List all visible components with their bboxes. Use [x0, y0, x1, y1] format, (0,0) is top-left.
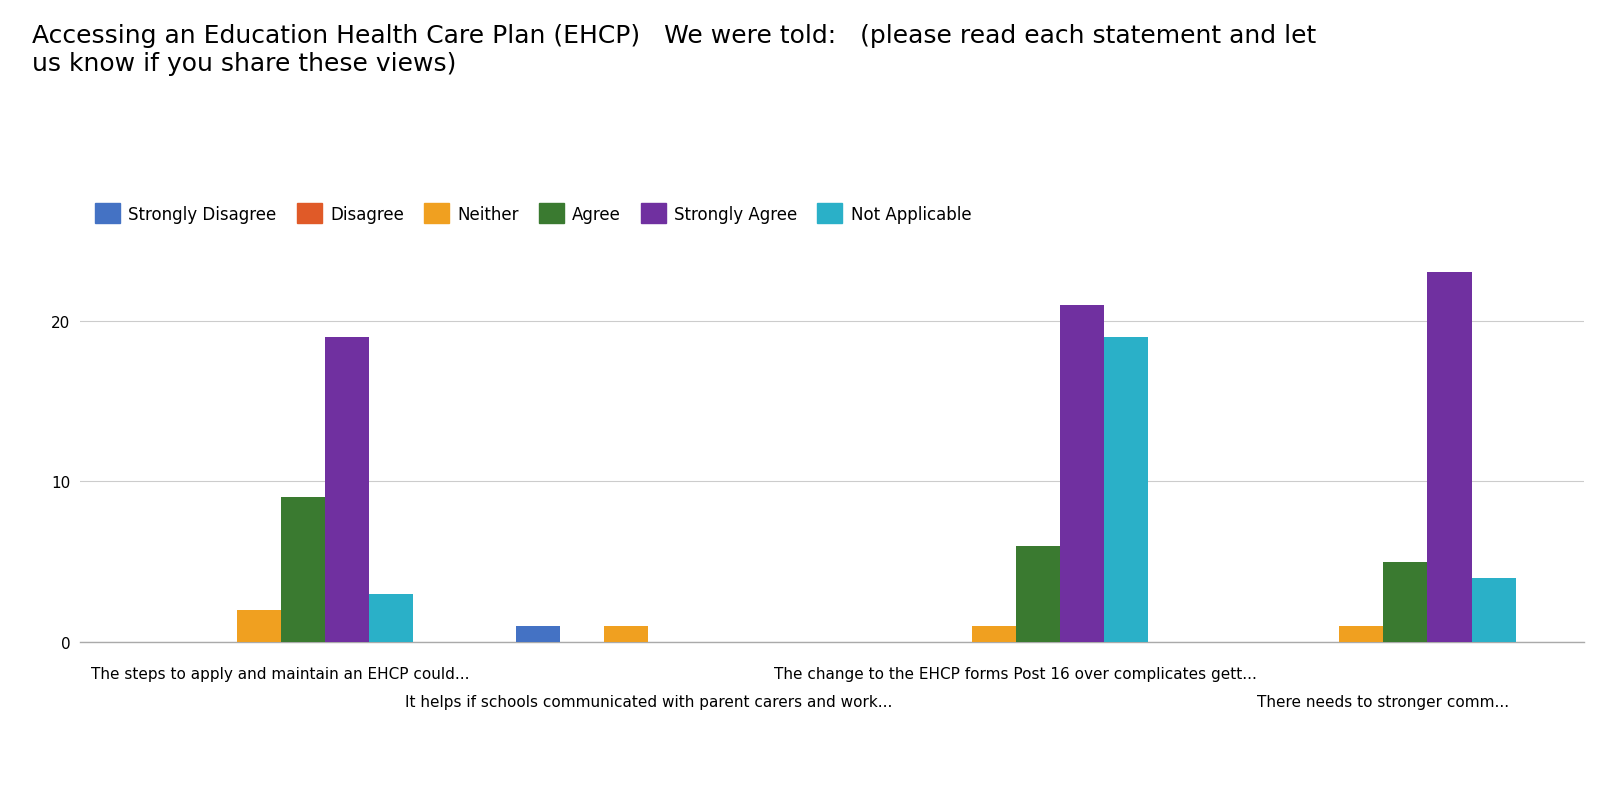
Text: Accessing an Education Health Care Plan (EHCP)   We were told:   (please read ea: Accessing an Education Health Care Plan … — [32, 24, 1317, 75]
Bar — [971, 626, 1016, 642]
Bar — [325, 337, 370, 642]
Bar — [1016, 546, 1059, 642]
Bar — [280, 498, 325, 642]
Bar — [237, 610, 280, 642]
Bar — [1384, 562, 1427, 642]
Bar — [1104, 337, 1149, 642]
Bar — [1339, 626, 1384, 642]
Bar — [370, 594, 413, 642]
Bar — [1059, 305, 1104, 642]
Text: The change to the EHCP forms Post 16 over complicates gett...: The change to the EHCP forms Post 16 ove… — [774, 666, 1258, 682]
Bar — [515, 626, 560, 642]
Text: It helps if schools communicated with parent carers and work...: It helps if schools communicated with pa… — [405, 694, 891, 709]
Text: The steps to apply and maintain an EHCP could...: The steps to apply and maintain an EHCP … — [91, 666, 470, 682]
Bar — [1472, 578, 1515, 642]
Legend: Strongly Disagree, Disagree, Neither, Agree, Strongly Agree, Not Applicable: Strongly Disagree, Disagree, Neither, Ag… — [88, 197, 978, 230]
Text: There needs to stronger comm...: There needs to stronger comm... — [1258, 694, 1509, 709]
Bar — [1427, 273, 1472, 642]
Bar — [605, 626, 648, 642]
